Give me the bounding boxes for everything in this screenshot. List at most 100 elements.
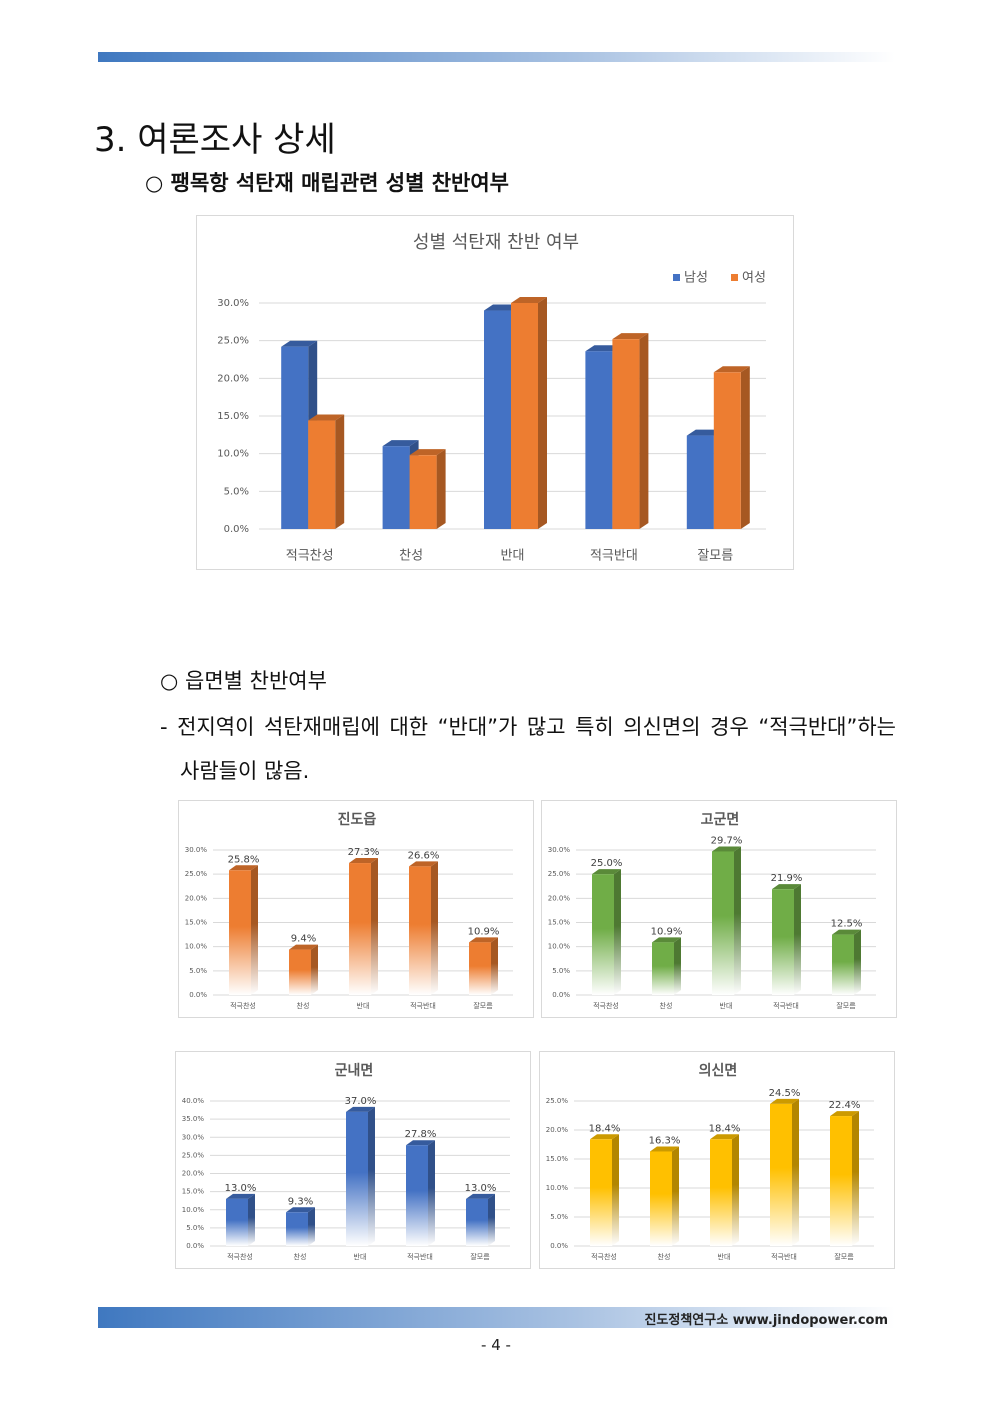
bar [770,1103,792,1246]
y-tick-label: 30.0% [185,846,208,854]
y-tick-label: 10.0% [182,1206,205,1214]
bar [466,1198,488,1246]
chart: 진도읍 0.0% 5.0% 10.0% 15.0% 20.0% 25.0% 30.0% 25.8… [178,800,534,1018]
y-tick-label: 0.0% [224,524,249,535]
bar [832,934,854,995]
x-tick-label: 적극찬성 [227,1252,253,1261]
bar-top [226,1193,255,1199]
bar [652,942,674,995]
x-tick-label: 잘모름 [697,549,733,564]
bar-top [286,1207,315,1213]
chart-title: 군내면 [335,1062,374,1079]
x-tick-label: 반대 [718,1252,731,1261]
bar-side [311,944,318,995]
bar [409,455,437,529]
bar-top [770,1098,799,1104]
bar-side [368,1106,375,1246]
bar [585,351,613,529]
bar [772,889,794,995]
bar-side [251,865,258,995]
bar-top [511,297,547,303]
bar [346,1111,368,1246]
y-tick-label: 15.0% [217,411,249,422]
legend-swatch [673,274,680,281]
y-tick-label: 35.0% [182,1115,205,1123]
bar-top [406,1140,435,1146]
y-tick-label: 25.0% [185,870,208,878]
bar [712,851,734,995]
bar-side [308,1207,315,1246]
y-tick-label: 5.0% [550,1213,568,1221]
y-tick-label: 20.0% [217,373,249,384]
y-tick-label: 0.0% [552,991,570,999]
y-tick-label: 40.0% [182,1097,205,1105]
bar-top [592,869,621,875]
bar [592,874,614,995]
y-tick-label: 15.0% [548,919,571,927]
chart: 성별 석탄재 찬반 여부 0.0% 5.0% 10.0% 15.0% 20.0% 25.0%… [196,215,794,570]
bar-top [469,937,498,943]
bar-top [229,865,258,871]
value-label: 13.0% [225,1183,257,1194]
bar [713,372,741,529]
x-tick-label: 적극찬성 [591,1252,617,1261]
value-label: 37.0% [345,1096,377,1107]
x-tick-label: 찬성 [297,1001,310,1010]
y-tick-label: 20.0% [182,1170,205,1178]
y-tick-label: 30.0% [548,846,571,854]
y-tick-label: 20.0% [546,1126,569,1134]
bar [406,1145,428,1246]
y-tick-label: 10.0% [546,1184,569,1192]
value-label: 18.4% [589,1123,621,1134]
heading: 3. 여론조사 상세 [94,120,336,160]
bar [469,942,491,995]
x-tick-label: 잘모름 [836,1002,856,1010]
x-tick-label: 잘모름 [473,1002,493,1010]
bar [281,346,309,529]
bar-top [308,414,345,421]
value-label: 27.3% [348,847,380,858]
value-label: 9.4% [291,934,316,945]
bar-top [409,861,438,867]
bar [349,863,371,995]
bar-top [590,1134,619,1140]
y-tick-label: 25.0% [182,1151,205,1159]
section-heading: ○ 읍면별 찬반여부 [160,669,327,693]
y-tick-label: 20.0% [548,894,571,902]
bar-side [491,937,498,995]
value-label: 18.4% [709,1123,741,1134]
chart: 고군면 0.0% 5.0% 10.0% 15.0% 20.0% 25.0% 30.0% 25.0… [541,800,897,1018]
bar-side [538,297,547,529]
value-label: 29.7% [711,835,743,846]
bar-top [652,937,681,943]
bar [484,310,511,529]
x-tick-label: 적극찬성 [286,549,334,564]
value-label: 22.4% [829,1100,861,1111]
legend-label: 남성 [684,271,708,286]
x-tick-label: 찬성 [399,549,423,564]
value-label: 9.3% [288,1196,313,1207]
bar [308,420,336,529]
value-label: 26.6% [408,850,440,861]
bar-top [349,858,378,864]
x-tick-label: 반대 [720,1001,733,1010]
y-tick-label: 0.0% [189,991,207,999]
value-label: 12.5% [831,919,863,930]
bar-top [650,1146,679,1152]
bar [686,435,714,529]
y-tick-label: 25.0% [548,870,571,878]
bar-side [436,449,446,529]
bar-side [740,366,750,529]
x-tick-label: 찬성 [658,1252,671,1261]
bar-side [371,858,378,995]
bar-top [281,340,318,347]
bar [830,1116,852,1246]
x-tick-label: 적극반대 [771,1252,797,1261]
bar-top [466,1193,495,1199]
bar-side [612,1134,619,1246]
value-label: 24.5% [769,1088,801,1099]
y-tick-label: 20.0% [185,894,208,902]
bar-side [614,869,621,995]
bar-top [409,449,446,456]
